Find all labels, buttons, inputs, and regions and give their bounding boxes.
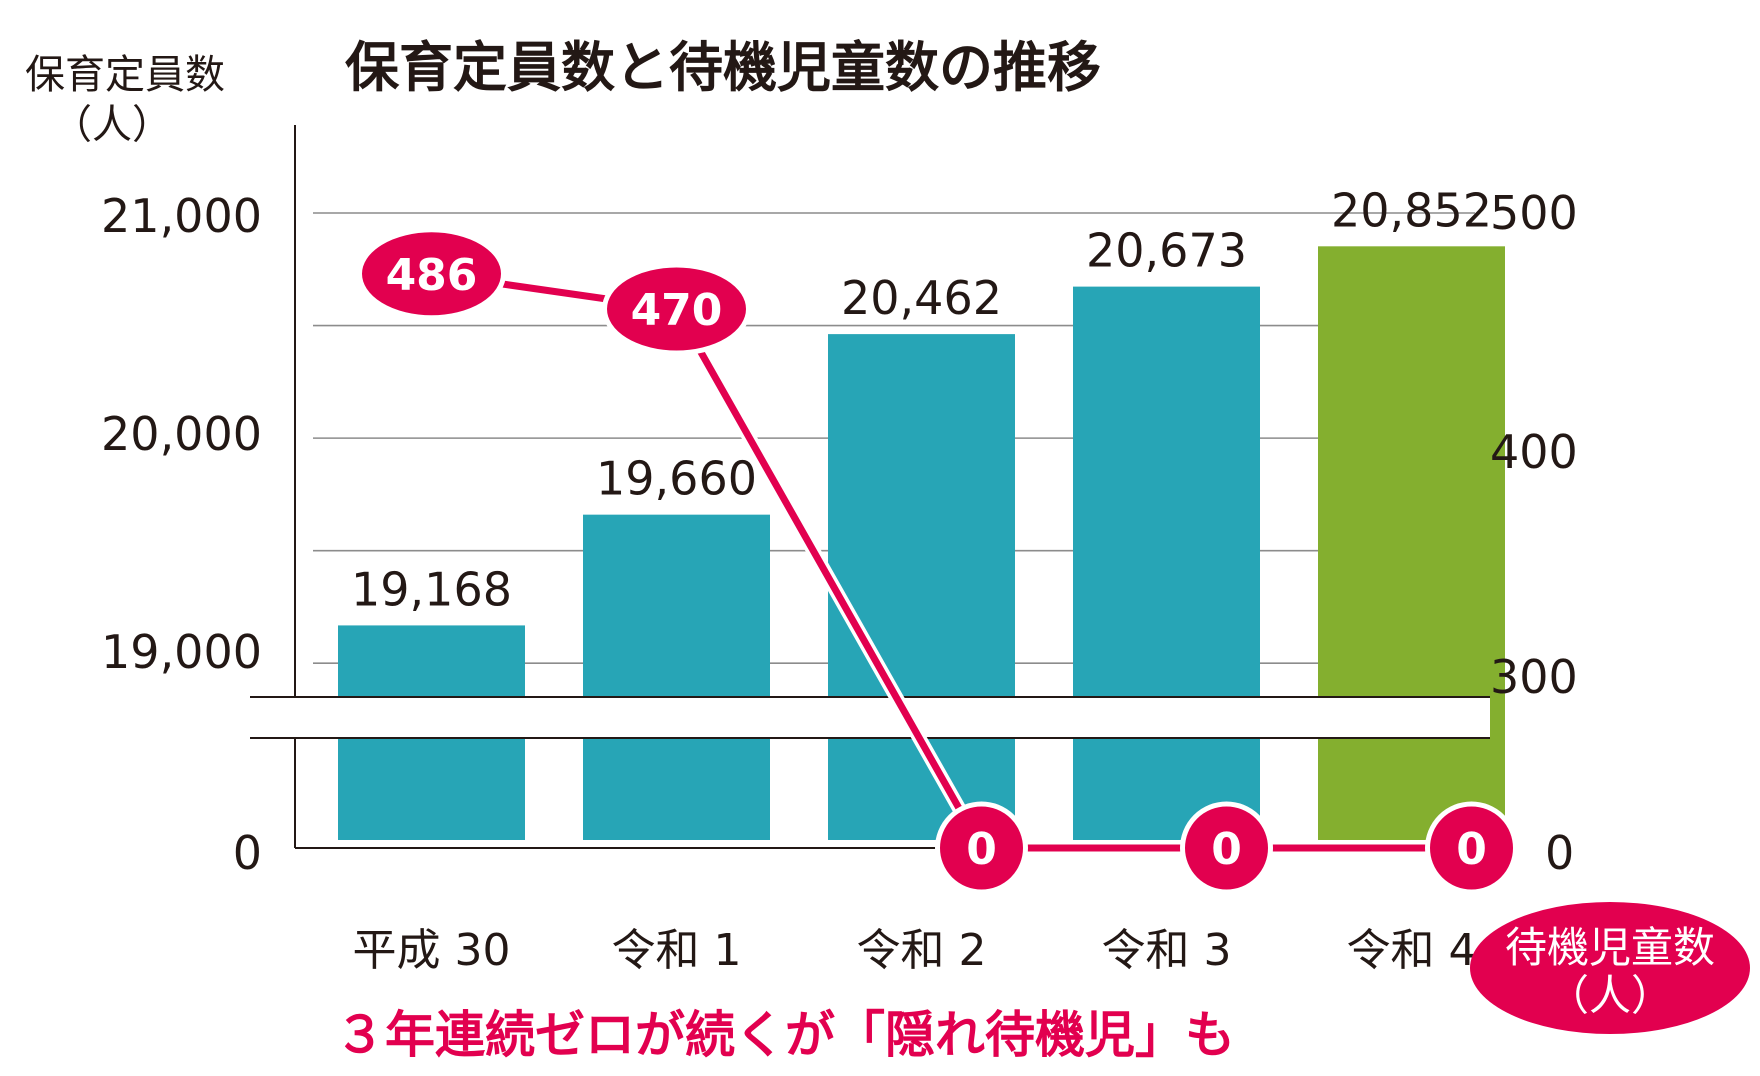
- right-tick: 300: [1490, 650, 1578, 704]
- left-tick: 0: [233, 826, 262, 880]
- bar: [1073, 286, 1260, 840]
- left-axis-title: 保育定員数: [25, 52, 225, 98]
- left-tick: 21,000: [101, 189, 262, 243]
- line-point-marker: [602, 262, 751, 356]
- chart-caption: ３年連続ゼロが続くが「隠れ待機児」も: [335, 1006, 1235, 1064]
- category-label: 令和 1: [612, 925, 742, 976]
- bar-value-label: 20,673: [1086, 224, 1247, 278]
- line-series: 486 470 0 0 0: [357, 227, 1518, 895]
- right-tick: 500: [1490, 186, 1578, 240]
- line-point-label: 470: [631, 285, 723, 336]
- left-tick: 19,000: [101, 625, 262, 679]
- axis-break-gap: [250, 697, 1490, 738]
- bar: [583, 514, 770, 840]
- data-labels: 19,168 平成 30 19,660 令和 1 20,462 令和 2 20,673 令和 …: [351, 183, 1492, 976]
- bar: [1318, 246, 1505, 841]
- category-label: 令和 3: [1102, 925, 1232, 976]
- left-tick: 20,000: [101, 407, 262, 461]
- right-tick: 400: [1490, 425, 1578, 479]
- legend-badge: [1470, 902, 1750, 1034]
- bar-value-label: 19,168: [351, 562, 512, 616]
- line-point-marker: [1425, 801, 1518, 895]
- bar-value-label: 20,852: [1331, 183, 1492, 237]
- right-axis-unit: （人）: [1547, 971, 1673, 1020]
- line-point-label: 0: [966, 824, 997, 875]
- right-axis-title: 待機児童数: [1505, 923, 1715, 972]
- bar: [828, 334, 1015, 840]
- line-point-label: 0: [1456, 824, 1487, 875]
- line-point-label: 486: [386, 250, 478, 301]
- category-label: 平成 30: [353, 925, 511, 976]
- left-axis-unit: （人）: [52, 102, 172, 148]
- bar-series: [250, 246, 1505, 841]
- right-tick: 0: [1545, 826, 1574, 880]
- line-point-label: 0: [1211, 824, 1242, 875]
- line-point-marker: [1180, 801, 1273, 895]
- category-label: 令和 2: [857, 925, 987, 976]
- chart-title: 保育定員数と待機児童数の推移: [345, 36, 1101, 99]
- category-label: 令和 4: [1347, 925, 1477, 976]
- line-point-marker: [357, 227, 506, 321]
- right-axis-legend: 待機児童数 （人）: [1470, 902, 1750, 1034]
- bar-value-label: 19,660: [596, 452, 757, 506]
- line-point-marker: [935, 801, 1028, 895]
- bar-value-label: 20,462: [841, 271, 1002, 325]
